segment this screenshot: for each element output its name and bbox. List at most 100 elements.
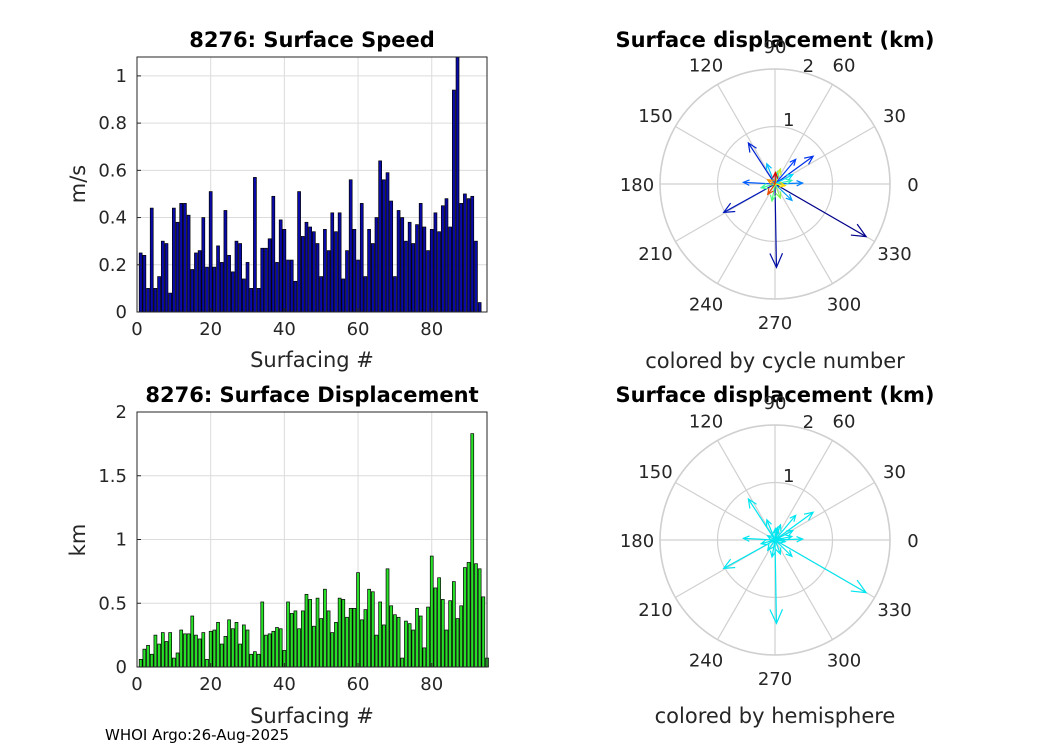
bar (138, 658, 143, 668)
bar (208, 630, 213, 668)
arrow-head (747, 141, 757, 153)
arrow-shaft (747, 142, 776, 185)
displacement-arrow (759, 183, 776, 190)
bar (304, 221, 309, 313)
bar (367, 588, 371, 668)
bar (245, 629, 250, 668)
bar (455, 56, 460, 313)
displacement-bars (138, 433, 489, 668)
angle-label: 150 (638, 462, 672, 483)
polar-hemisphere-labels: 0 30 60 90 120 150 180 210 240 270 300 330 1 2 (620, 393, 919, 690)
arrow-shaft (774, 511, 814, 541)
bar (223, 210, 228, 313)
displacement-arrow (774, 539, 868, 594)
bar (157, 276, 161, 313)
bar (253, 651, 257, 668)
displacement-ticks: 0 20 40 60 80 0 0.5 1 1.5 2 (98, 402, 443, 695)
arrow-shaft (774, 539, 778, 624)
arrow-head (766, 534, 775, 542)
bar (256, 288, 261, 313)
bar (341, 599, 346, 668)
bar (422, 647, 427, 668)
range-label: 1 (783, 110, 794, 131)
angle-label: 210 (638, 244, 672, 265)
y-tick-label: 0 (116, 657, 127, 678)
bar (146, 288, 150, 313)
bar (212, 629, 217, 668)
bar (370, 243, 375, 313)
displacement-arrow (759, 539, 776, 546)
polar-cycle-caption: colored by cycle number (645, 349, 905, 373)
bar (452, 581, 456, 668)
bar (448, 226, 452, 313)
bar (201, 217, 206, 313)
footer-credit: WHOI Argo:26-Aug-2025 (105, 726, 290, 744)
bar (183, 633, 187, 668)
bar (437, 231, 441, 313)
bar (463, 567, 467, 668)
bar (323, 229, 327, 313)
y-tick-label: 1 (116, 66, 127, 87)
bar (186, 633, 191, 668)
arrow-shaft (774, 183, 778, 268)
angle-label: 120 (689, 411, 723, 432)
arrow-head (769, 194, 777, 203)
y-tick-label: 1 (116, 530, 127, 551)
bar (396, 210, 401, 313)
angle-label: 90 (764, 393, 787, 414)
bar (348, 179, 353, 313)
arrow-head (766, 543, 774, 552)
angle-label: 240 (689, 295, 723, 316)
bar (345, 616, 349, 668)
bar (245, 262, 250, 313)
arrow-head (765, 518, 772, 527)
bar (433, 587, 438, 668)
bar (308, 226, 312, 313)
bar (367, 229, 371, 313)
arrow-head (803, 511, 815, 521)
arrow-head (759, 539, 768, 546)
bar (175, 652, 180, 668)
bar (466, 562, 471, 668)
bar (278, 628, 283, 668)
bar (374, 217, 379, 313)
y-tick-label: 0.8 (98, 113, 127, 134)
bar (356, 259, 360, 313)
bar (448, 600, 452, 668)
angle-label: 300 (827, 295, 861, 316)
bar (474, 240, 478, 313)
bar (323, 588, 327, 668)
bar (312, 231, 316, 313)
bar (348, 607, 353, 668)
arrow-head (722, 202, 736, 214)
displacement-arrow (774, 535, 805, 543)
bar (363, 276, 368, 313)
bar (219, 643, 224, 668)
displacement-arrow (774, 539, 794, 558)
speed-chart: 8276: Surface Speed 0 20 40 60 8000.20.40.60… (66, 28, 488, 372)
polar-hemisphere-chart: Surface displacement (km) 0 30 60 90 120 150 1… (615, 383, 934, 728)
bar (385, 568, 390, 668)
angle-label: 120 (689, 55, 723, 76)
bar (312, 625, 316, 668)
bar (426, 606, 430, 668)
footer-date: 26-Aug-2025 (192, 726, 290, 744)
bar (249, 653, 254, 668)
displacement-arrow (774, 167, 782, 185)
x-tick-label: 60 (347, 319, 370, 340)
bar (260, 601, 265, 668)
angle-label: 60 (833, 411, 856, 432)
arrow-shaft (774, 168, 782, 185)
bar (146, 644, 150, 668)
bar (219, 262, 224, 313)
bar (242, 624, 246, 668)
displacement-arrow (769, 539, 784, 625)
arrow-head (789, 158, 797, 166)
arrow-shaft (774, 179, 792, 185)
bar (197, 250, 202, 313)
bar (300, 236, 305, 313)
arrow-head (766, 178, 775, 186)
bar (463, 193, 467, 313)
bar (175, 221, 180, 313)
arrow-head (771, 171, 779, 179)
